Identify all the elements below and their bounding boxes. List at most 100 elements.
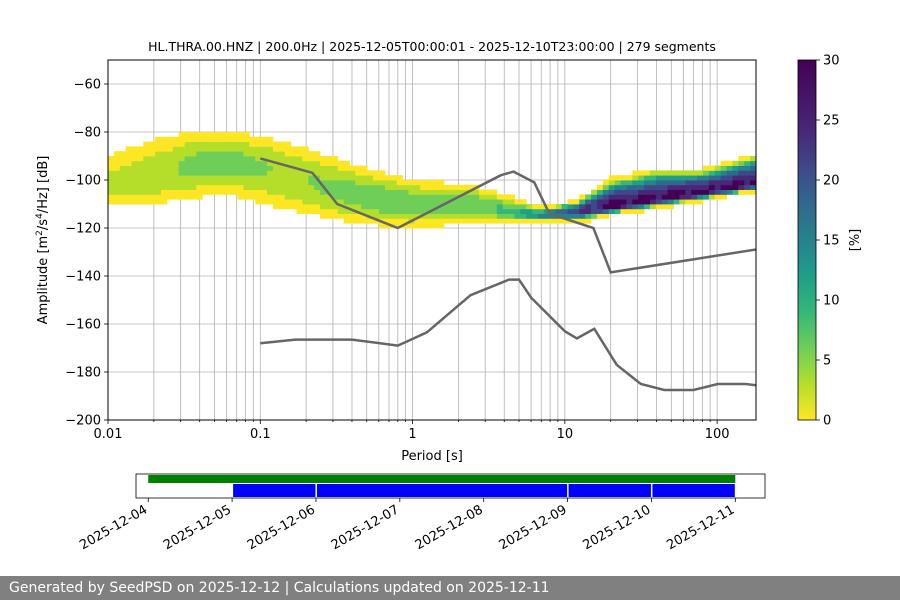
psd-cell (143, 141, 150, 147)
psd-cell (125, 199, 132, 205)
psd-cell (355, 165, 362, 171)
psd-cell (384, 204, 392, 210)
psd-cell (744, 175, 751, 181)
psd-cell (202, 184, 209, 190)
psd-cell (697, 199, 704, 205)
psd-cell (526, 204, 533, 210)
psd-cell (219, 189, 227, 195)
psd-cell (520, 204, 527, 210)
chart-title: HL.THRA.00.HNZ | 200.0Hz | 2025-12-05T00… (148, 39, 716, 54)
psd-cell (155, 199, 162, 205)
psd-cell (614, 194, 621, 200)
psd-cell (467, 218, 474, 224)
psd-cell (602, 180, 610, 186)
psd-cell (343, 208, 350, 214)
psd-cell (302, 180, 309, 186)
psd-cell (166, 151, 174, 157)
noise-models (259, 157, 756, 392)
psd-cell (243, 165, 250, 171)
psd-cell (113, 189, 121, 195)
psd-cell (355, 180, 362, 186)
psd-chart: HL.THRA.00.HNZ | 200.0Hz | 2025-12-05T00… (35, 39, 863, 553)
psd-cell (708, 194, 716, 200)
psd-cell (461, 194, 468, 200)
psd-cell (384, 213, 392, 219)
psd-cell (384, 189, 392, 195)
psd-cell (355, 218, 362, 224)
psd-cell (626, 184, 633, 190)
timeline-date-label: 2025-12-09 (497, 502, 570, 553)
psd-cell (125, 165, 132, 171)
psd-cell (596, 194, 604, 200)
psd-cell (243, 184, 250, 190)
psd-cell (591, 204, 598, 210)
psd-cell (473, 199, 480, 205)
psd-cell (131, 151, 138, 157)
psd-cell (208, 132, 215, 138)
psd-cell (661, 184, 669, 190)
psd-cell (314, 151, 321, 157)
psd-cell (178, 156, 185, 162)
psd-cell (178, 141, 185, 147)
psd-cell (750, 175, 756, 181)
psd-cell (214, 165, 221, 171)
psd-cell (243, 160, 250, 166)
psd-cell (308, 204, 315, 210)
psd-cell (449, 199, 456, 205)
psd-cell (661, 199, 669, 205)
psd-cell (555, 218, 562, 224)
x-tick-label: 10 (557, 427, 574, 442)
psd-cell (667, 180, 674, 186)
psd-cell (290, 151, 297, 157)
psd-cell (143, 151, 150, 157)
psd-cell (473, 213, 480, 219)
psd-cell (608, 204, 616, 210)
psd-cell (467, 213, 474, 219)
psd-cell (750, 156, 756, 162)
psd-cell (166, 156, 174, 162)
psd-cell (361, 199, 368, 205)
psd-cell (420, 208, 427, 214)
psd-cell (237, 160, 244, 166)
psd-cell (714, 165, 722, 171)
psd-cell (208, 146, 215, 152)
psd-cell (591, 213, 598, 219)
psd-cell (237, 146, 244, 152)
psd-cell (485, 189, 492, 195)
footer-text: Generated by SeedPSD on 2025-12-12 | Cal… (9, 580, 550, 596)
psd-cell (443, 189, 451, 195)
psd-cell (408, 194, 415, 200)
psd-cell (261, 151, 268, 157)
psd-cell (272, 194, 280, 200)
psd-cell (585, 213, 592, 219)
psd-cell (225, 132, 233, 138)
psd-cell (714, 194, 722, 200)
psd-cell (214, 141, 221, 147)
psd-cell (184, 160, 191, 166)
psd-cell (455, 184, 462, 190)
psd-cell (420, 180, 427, 186)
psd-cell (155, 180, 162, 186)
psd-cell (202, 180, 209, 186)
psd-cell (555, 208, 562, 214)
psd-cell (143, 199, 150, 205)
psd-cell (320, 189, 327, 195)
psd-cell (443, 218, 451, 224)
psd-cell (172, 141, 180, 147)
psd-cell (420, 199, 427, 205)
psd-cell (479, 194, 486, 200)
psd-cell (496, 194, 504, 200)
psd-cell (632, 194, 639, 200)
psd-cell (272, 146, 280, 152)
psd-cell (449, 184, 456, 190)
psd-cell (384, 223, 392, 229)
psd-cell (532, 208, 539, 214)
psd-cell (314, 199, 321, 205)
psd-cell (161, 180, 168, 186)
timeline-date-label: 2025-12-06 (245, 502, 318, 553)
psd-cell (314, 180, 321, 186)
psd-cell (143, 189, 150, 195)
timeline-date-label: 2025-12-08 (413, 502, 486, 553)
psd-cell (561, 208, 568, 214)
psd-cell (384, 199, 392, 205)
